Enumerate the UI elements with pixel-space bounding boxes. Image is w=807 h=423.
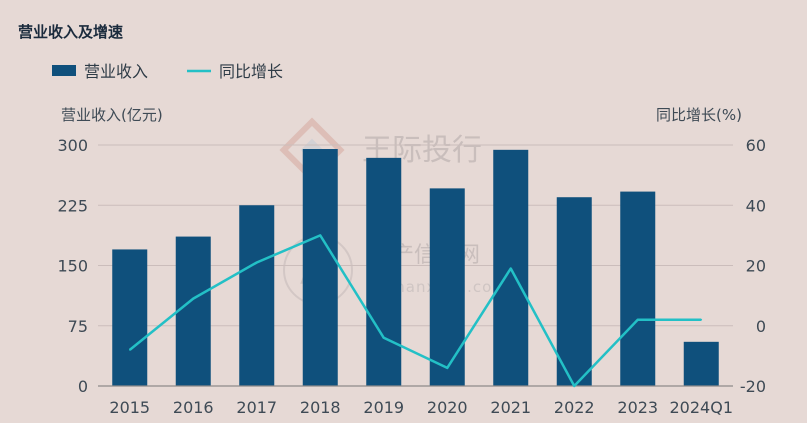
tick-labels: 0 75 150 225 300 -20 0 20 40 60 2015 2016 2017 2018 20… [57, 136, 766, 417]
x-tick-label: 2018 [300, 398, 341, 417]
bar [429, 188, 465, 386]
y-axis-left-title: 营业收入(亿元) [61, 106, 163, 124]
growth-point [382, 337, 385, 339]
x-tick-label: 2020 [427, 398, 468, 417]
growth-point [319, 234, 322, 237]
growth-point [636, 318, 639, 321]
x-tick-label: 2023 [617, 398, 658, 417]
x-tick-label: 2017 [236, 398, 277, 417]
legend-swatch-revenue [52, 65, 76, 76]
legend-label-revenue: 营业收入 [84, 62, 148, 81]
legend-label-growth: 同比增长 [219, 62, 283, 81]
bar [112, 249, 148, 386]
y-right-tick-label: 60 [746, 136, 766, 155]
growth-line [128, 234, 702, 388]
bar [302, 149, 338, 386]
y-right-tick-label: 0 [756, 317, 766, 336]
x-tick-label: 2021 [490, 398, 531, 417]
y-left-tick-label: 75 [68, 317, 88, 336]
y-right-tick-label: 20 [746, 257, 766, 276]
growth-point [192, 297, 195, 300]
growth-point [446, 367, 449, 369]
growth-point [255, 261, 258, 264]
y-right-tick-label: -20 [740, 377, 766, 396]
growth-point [128, 349, 131, 351]
y-axis-right-title: 同比增长(%) [656, 106, 742, 124]
y-left-tick-label: 300 [57, 136, 88, 155]
growth-point [700, 318, 703, 321]
chart-title: 营业收入及增速 [18, 23, 123, 41]
growth-point [509, 267, 512, 270]
bar [175, 236, 211, 386]
bar [620, 191, 656, 386]
bar [556, 197, 592, 386]
y-left-tick-label: 225 [57, 196, 88, 215]
x-tick-label: 2019 [363, 398, 404, 417]
bar [366, 157, 402, 386]
legend: 营业收入 同比增长 [52, 62, 283, 81]
watermark-brand: 王际投行 [279, 117, 482, 183]
growth-point [573, 385, 576, 387]
y-left-tick-label: 150 [57, 257, 88, 276]
y-right-tick-label: 40 [746, 196, 766, 215]
y-left-tick-label: 0 [78, 377, 88, 396]
bar [683, 341, 719, 386]
x-tick-label: 2022 [554, 398, 595, 417]
line-series [128, 234, 703, 388]
x-tick-label: 2015 [109, 398, 150, 417]
x-tick-label: 2024Q1 [670, 398, 734, 417]
bar-series [112, 149, 719, 386]
bar [239, 205, 275, 386]
x-tick-label: 2016 [173, 398, 214, 417]
